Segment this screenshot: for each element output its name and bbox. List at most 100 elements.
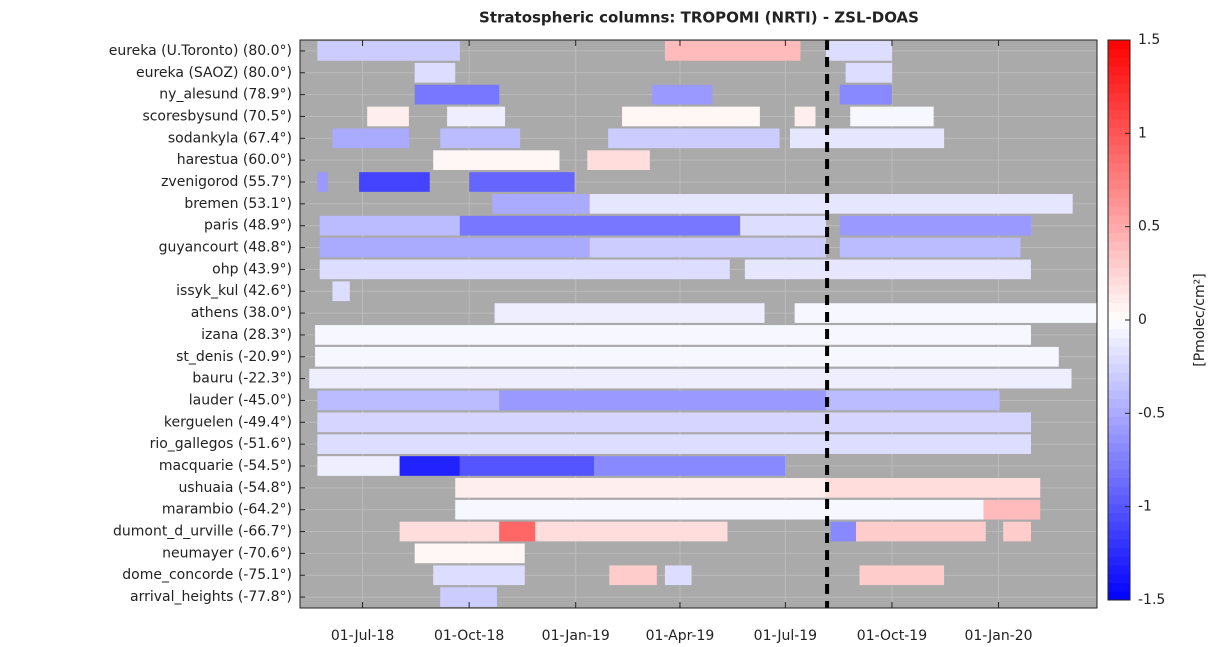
colorbar-tick-label: 0.5: [1138, 219, 1160, 235]
colorbar-step: [1108, 381, 1130, 391]
data-segment: [459, 456, 595, 476]
data-segment: [499, 521, 536, 542]
data-segment: [494, 303, 765, 323]
data-segment: [433, 565, 525, 586]
colorbar-step: [1108, 250, 1130, 260]
colorbar-step: [1108, 442, 1130, 452]
colorbar-step: [1108, 276, 1130, 286]
colorbar-step: [1108, 180, 1130, 190]
colorbar-step: [1108, 188, 1130, 198]
colorbar-step: [1108, 241, 1130, 251]
colorbar-step: [1108, 495, 1130, 505]
data-segment: [414, 62, 456, 83]
colorbar-step: [1108, 171, 1130, 181]
y-tick-label: dumont_d_urville (-66.7°): [113, 524, 292, 540]
chart-title: Stratospheric columns: TROPOMI (NRTI) - …: [479, 9, 919, 27]
y-tick-label: paris (48.9°): [204, 218, 292, 234]
colorbar-step: [1108, 346, 1130, 356]
colorbar-step: [1108, 407, 1130, 417]
data-segment: [839, 237, 1021, 258]
colorbar-step: [1108, 530, 1130, 540]
colorbar-step: [1108, 83, 1130, 93]
data-segment: [794, 106, 816, 127]
x-tick-label: 01-Jan-19: [542, 628, 610, 644]
x-tick-label: 01-Jul-18: [331, 628, 394, 644]
data-segment: [440, 587, 497, 607]
colorbar-tick-label: -1.5: [1138, 592, 1165, 608]
y-tick-label: izana (28.3°): [201, 327, 292, 343]
data-segment: [317, 434, 1031, 454]
colorbar-step: [1108, 223, 1130, 233]
y-tick-label: scoresbysund (70.5°): [142, 108, 292, 124]
colorbar-tick-label: 0: [1138, 312, 1147, 328]
data-segment: [622, 106, 760, 127]
y-tick-label: ushuaia (-54.8°): [178, 480, 292, 496]
y-tick-label: eureka (SAOZ) (80.0°): [136, 65, 292, 81]
colorbar-step: [1108, 136, 1130, 146]
colorbar-step: [1108, 302, 1130, 312]
data-segment: [535, 521, 728, 542]
colorbar-step: [1108, 145, 1130, 155]
data-segment: [790, 128, 945, 149]
colorbar-step: [1108, 591, 1130, 601]
y-tick-label: sodankyla (67.4°): [168, 130, 292, 146]
data-segment: [587, 150, 650, 170]
data-segment: [317, 390, 500, 411]
colorbar-step: [1108, 363, 1130, 373]
data-segment: [317, 41, 460, 61]
colorbar-step: [1108, 311, 1130, 321]
colorbar-step: [1108, 66, 1130, 76]
data-segment: [744, 259, 1031, 280]
data-segment: [983, 499, 1041, 520]
colorbar-step: [1108, 320, 1130, 330]
colorbar-step: [1108, 92, 1130, 102]
data-segment: [459, 215, 741, 236]
y-tick-label: kerguelen (-49.4°): [164, 414, 292, 430]
colorbar-step: [1108, 433, 1130, 443]
colorbar-step: [1108, 468, 1130, 478]
colorbar-step: [1108, 573, 1130, 583]
x-tick-label: 01-Jan-20: [964, 628, 1032, 644]
data-segment: [447, 106, 506, 127]
colorbar-step: [1108, 521, 1130, 531]
data-segment: [664, 565, 692, 586]
data-segment: [664, 41, 801, 61]
data-segment: [433, 150, 560, 170]
data-segment: [499, 390, 826, 411]
colorbar-step: [1108, 75, 1130, 85]
colorbar-tick-label: 1: [1138, 125, 1147, 141]
colorbar-step: [1108, 118, 1130, 128]
data-segment: [589, 194, 1073, 214]
y-tick-label: marambio (-64.2°): [162, 502, 292, 518]
data-segment: [317, 172, 328, 192]
colorbar-step: [1108, 337, 1130, 347]
y-tick-label: athens (38.0°): [191, 305, 292, 321]
data-segment: [589, 237, 826, 258]
y-tick-label: ohp (43.9°): [212, 261, 292, 277]
colorbar-step: [1108, 197, 1130, 207]
data-segment: [309, 368, 1072, 389]
data-segment: [319, 215, 460, 236]
colorbar-tick-label: -0.5: [1138, 405, 1165, 421]
data-segment: [1003, 521, 1031, 542]
colorbar-step: [1108, 556, 1130, 566]
y-tick-label: ny_alesund (78.9°): [159, 87, 292, 103]
colorbar-step: [1108, 162, 1130, 172]
data-segment: [414, 543, 525, 564]
colorbar-tick-label: -1: [1138, 499, 1152, 515]
y-tick-label: dome_concorde (-75.1°): [122, 567, 292, 583]
x-tick-label: 01-Apr-19: [646, 628, 715, 644]
data-segment: [440, 128, 521, 149]
colorbar-step: [1108, 293, 1130, 303]
colorbar-step: [1108, 153, 1130, 163]
y-tick-label: neumayer (-70.6°): [162, 545, 292, 561]
colorbar-step: [1108, 372, 1130, 382]
colorbar-step: [1108, 110, 1130, 120]
y-tick-label: rio_gallegos (-51.6°): [150, 436, 292, 452]
colorbar-step: [1108, 398, 1130, 408]
colorbar-step: [1108, 267, 1130, 277]
y-tick-label: macquarie (-54.5°): [159, 458, 292, 474]
data-segment: [830, 521, 857, 542]
colorbar-step: [1108, 451, 1130, 461]
